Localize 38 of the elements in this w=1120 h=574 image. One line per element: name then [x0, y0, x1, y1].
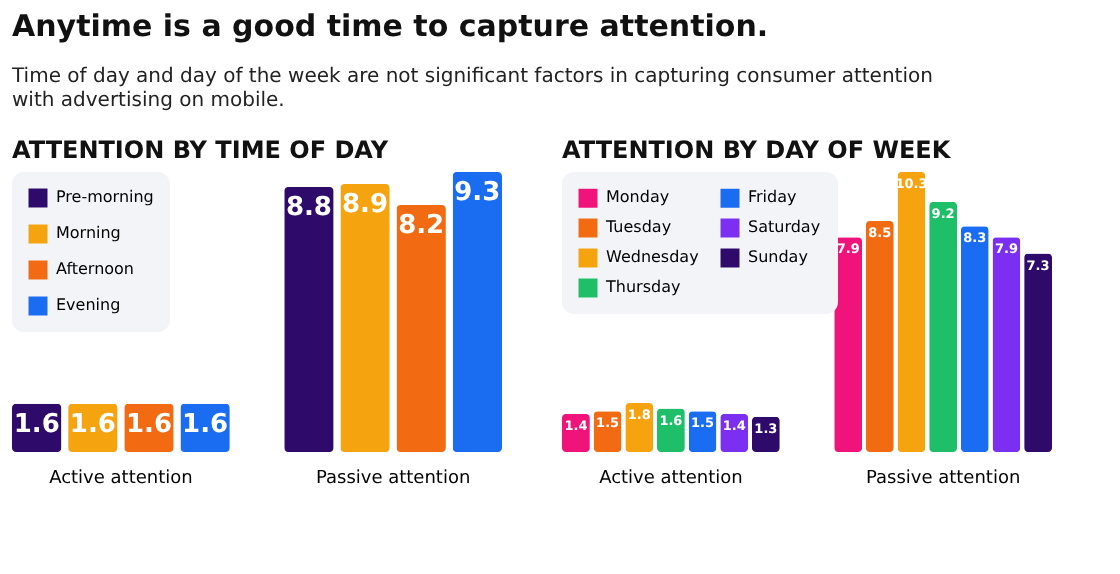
legend-label: Morning	[56, 224, 121, 242]
legend-label: Friday	[748, 188, 798, 207]
legend-label: Monday	[606, 188, 670, 207]
x-tick-label: Passive attention	[315, 469, 471, 489]
bar	[960, 226, 989, 452]
text: Anytime is a good time to capture attention.	[12, 8, 769, 44]
bar	[897, 172, 926, 452]
legend-label: Thursday	[604, 278, 681, 296]
bar	[992, 237, 1021, 452]
data-label: 1.6	[125, 409, 172, 440]
x-tick-label: Active attention	[49, 469, 193, 489]
data-label: 1.6	[69, 409, 116, 440]
data-label: 8.9	[342, 190, 389, 221]
legend-label: Sunday	[748, 248, 809, 266]
text: Time of day and day of the week are not significant factors in capturing consumer attention with advertising on mobile.	[10, 66, 933, 112]
bar	[452, 172, 502, 452]
data-label: 1.6	[182, 409, 229, 440]
legend-label: Wednesday	[606, 248, 700, 266]
legend-label: Saturday	[748, 218, 821, 236]
bar	[396, 205, 446, 452]
data-label: 8.8	[285, 193, 332, 224]
chart-title: ATTENTION BY DAY OF WEEK	[562, 136, 952, 164]
data-label: 8.2	[398, 211, 445, 242]
chart-title: ATTENTION BY TIME OF DAY	[12, 136, 389, 164]
x-tick-label: Active attention	[599, 469, 743, 489]
bar	[284, 187, 334, 452]
legend-label: Afternoon	[56, 260, 134, 278]
bar	[865, 220, 894, 452]
x-tick-label: Passive attention	[865, 469, 1021, 489]
legend-label: Pre-morning	[56, 188, 154, 206]
bar	[1024, 253, 1052, 452]
legend-label: Evening	[56, 296, 121, 314]
bar	[929, 201, 958, 452]
data-label: 9.3	[454, 178, 501, 208]
bar	[834, 237, 863, 452]
bar	[340, 184, 390, 452]
data-label: 1.6	[13, 409, 60, 440]
legend-label: Tuesday	[604, 218, 672, 236]
